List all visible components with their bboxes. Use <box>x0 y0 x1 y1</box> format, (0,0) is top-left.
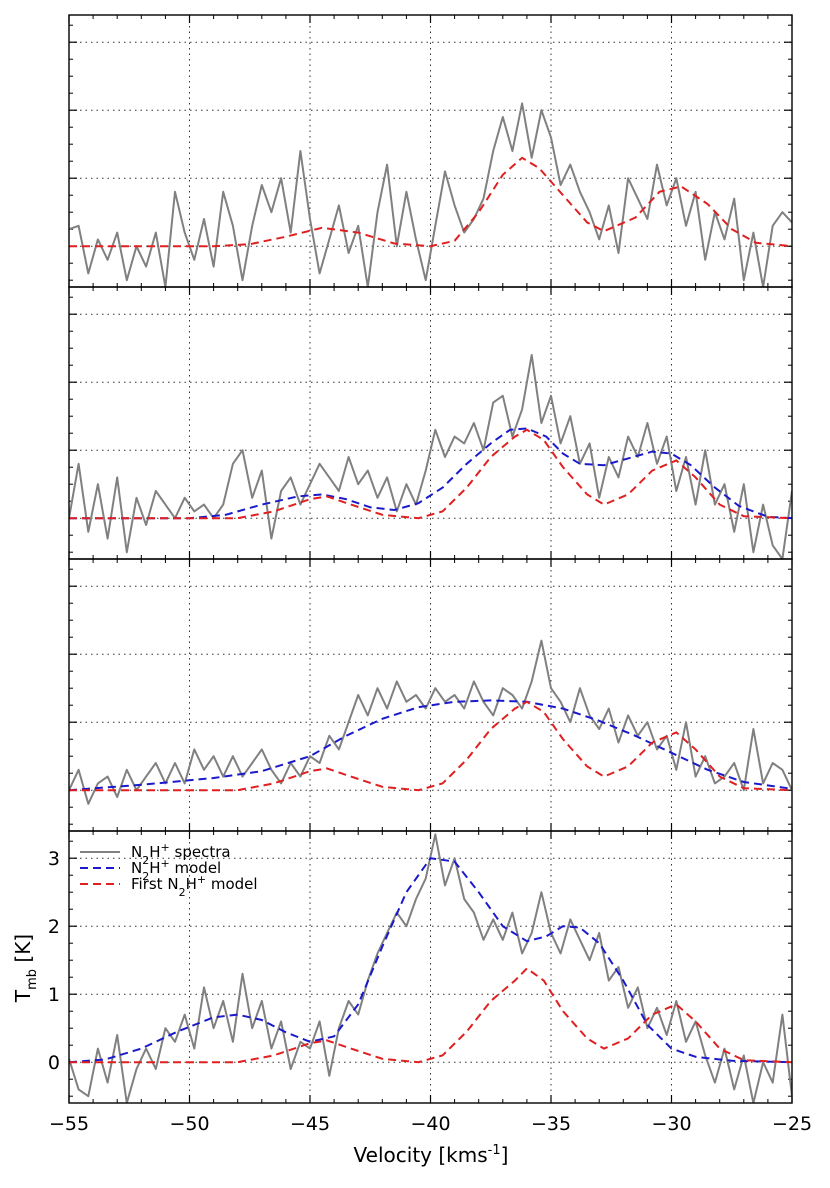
x-axis: −55 −50 −45 −40 −35 −30 −25 <box>49 1113 812 1135</box>
model-line <box>69 699 792 792</box>
first-model-line <box>69 156 792 248</box>
series-group <box>69 639 792 805</box>
legend-label: N2H+ model <box>131 857 221 883</box>
x-tick-label: −25 <box>772 1113 812 1135</box>
first-model-line <box>69 967 792 1064</box>
x-tick-label: −55 <box>49 1113 89 1135</box>
series-group <box>69 354 792 559</box>
y-tick-label: 2 <box>48 916 60 938</box>
x-tick-label: −45 <box>290 1113 330 1135</box>
panel-1 <box>68 14 793 288</box>
panel-2 <box>68 286 793 560</box>
x-tick-label: −35 <box>531 1113 571 1135</box>
y-axis: 0 1 2 3 <box>48 848 60 1074</box>
model-line <box>69 427 792 520</box>
x-axis-title: Velocity [kms-1] <box>354 1143 509 1167</box>
panel-3 <box>68 558 793 832</box>
y-tick-label: 0 <box>48 1052 60 1074</box>
y-axis-title: Tmb [K] <box>11 934 40 1003</box>
x-tick-label: −50 <box>169 1113 209 1135</box>
spectra-line <box>69 354 792 559</box>
y-tick-label: 1 <box>48 984 60 1006</box>
panels-group <box>68 14 793 1104</box>
x-tick-label: −30 <box>651 1113 691 1135</box>
model-line <box>69 857 792 1064</box>
y-tick-label: 3 <box>48 848 60 870</box>
spectra-line <box>69 833 792 1103</box>
x-tick-label: −40 <box>410 1113 450 1135</box>
legend-label: First N2H+ model <box>131 873 258 899</box>
legend-label: N2H+ spectra <box>131 841 231 867</box>
panel-4 <box>68 830 793 1104</box>
series-group <box>69 833 792 1103</box>
series-group <box>69 102 792 287</box>
panel-frame <box>68 830 793 1104</box>
